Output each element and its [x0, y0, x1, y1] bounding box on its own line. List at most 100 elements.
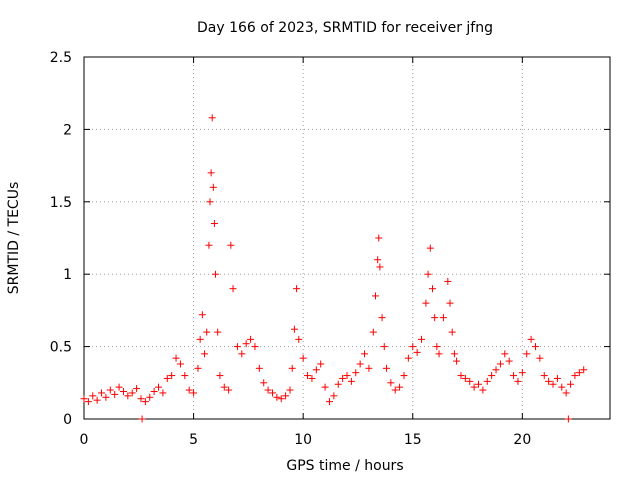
x-tick-label-0: 0 [80, 432, 89, 448]
y-tick-label-5: 2.5 [50, 50, 72, 66]
data-point [418, 335, 426, 343]
data-point [553, 374, 561, 382]
data-point [312, 366, 320, 374]
data-point [564, 415, 572, 423]
data-point [352, 369, 360, 377]
data-point [198, 311, 206, 319]
data-point [466, 377, 474, 385]
data-point [150, 387, 158, 395]
data-point [220, 383, 228, 391]
y-tick-label-4: 2 [63, 122, 72, 138]
data-point [137, 395, 145, 403]
data-point [387, 379, 395, 387]
data-point [288, 364, 296, 372]
data-point [446, 299, 454, 307]
data-point [444, 277, 452, 285]
data-point [433, 343, 441, 351]
data-point [290, 325, 298, 333]
data-point [181, 372, 189, 380]
data-point [571, 372, 579, 380]
data-point [84, 398, 92, 406]
data-point [277, 395, 285, 403]
data-point [558, 383, 566, 391]
data-point [431, 314, 439, 322]
data-point [483, 377, 491, 385]
data-point [580, 366, 588, 374]
plot-frame [83, 56, 611, 420]
data-point [304, 372, 312, 380]
data-point [453, 357, 461, 365]
data-point [251, 343, 259, 351]
data-point [308, 374, 316, 382]
data-point [264, 386, 272, 394]
data-point [172, 354, 180, 362]
data-point [343, 372, 351, 380]
data-point [299, 354, 307, 362]
data-point [356, 360, 364, 368]
data-point [216, 372, 224, 380]
data-point [321, 383, 329, 391]
data-point [391, 386, 399, 394]
data-point [505, 357, 513, 365]
data-point [330, 392, 338, 400]
data-point [479, 386, 487, 394]
data-point [396, 383, 404, 391]
data-point [227, 241, 235, 249]
data-point [128, 389, 136, 397]
data-point [233, 343, 241, 351]
data-point [155, 383, 163, 391]
data-point [371, 292, 379, 300]
data-point [124, 392, 132, 400]
data-point [242, 340, 250, 348]
data-point [567, 380, 575, 388]
data-points [80, 114, 588, 423]
data-point [194, 364, 202, 372]
data-point [111, 390, 119, 398]
data-point [282, 392, 290, 400]
data-point [133, 385, 141, 393]
data-point [229, 285, 237, 293]
data-point [207, 169, 215, 177]
data-point [523, 350, 531, 358]
data-point [536, 354, 544, 362]
data-point [205, 241, 213, 249]
data-point [102, 393, 110, 401]
data-point [562, 389, 570, 397]
data-point [214, 328, 222, 336]
data-point [268, 389, 276, 397]
data-point [475, 380, 482, 388]
data-point [382, 364, 390, 372]
data-point [260, 379, 268, 387]
data-point [138, 415, 146, 423]
data-point [540, 372, 548, 380]
data-point [400, 372, 408, 380]
data-point [190, 389, 198, 397]
data-point [168, 372, 176, 380]
data-point [527, 335, 535, 343]
x-tick-label-3: 15 [404, 432, 422, 448]
data-point [185, 386, 193, 394]
data-point [549, 380, 557, 388]
data-point [422, 299, 430, 307]
data-point [470, 383, 478, 391]
data-point [365, 364, 373, 372]
data-point [404, 354, 412, 362]
data-point [488, 372, 496, 380]
data-point [339, 374, 347, 382]
data-point [293, 285, 301, 293]
data-point [428, 285, 436, 293]
data-point [196, 335, 204, 343]
y-tick-label-0: 0 [63, 412, 72, 428]
data-point [141, 398, 149, 406]
data-point [457, 372, 465, 380]
data-point [255, 364, 263, 372]
data-point [212, 270, 219, 278]
data-point [286, 386, 294, 394]
data-point [450, 350, 458, 358]
data-point [208, 114, 216, 122]
axis-ticks: 0 5 10 15 20 0 0.5 1 1.5 2 2.5 [50, 50, 610, 448]
data-point [361, 350, 369, 358]
chart-title: Day 166 of 2023, SRMTID for receiver jfn… [197, 20, 493, 36]
data-point [347, 377, 355, 385]
data-point [325, 398, 333, 406]
